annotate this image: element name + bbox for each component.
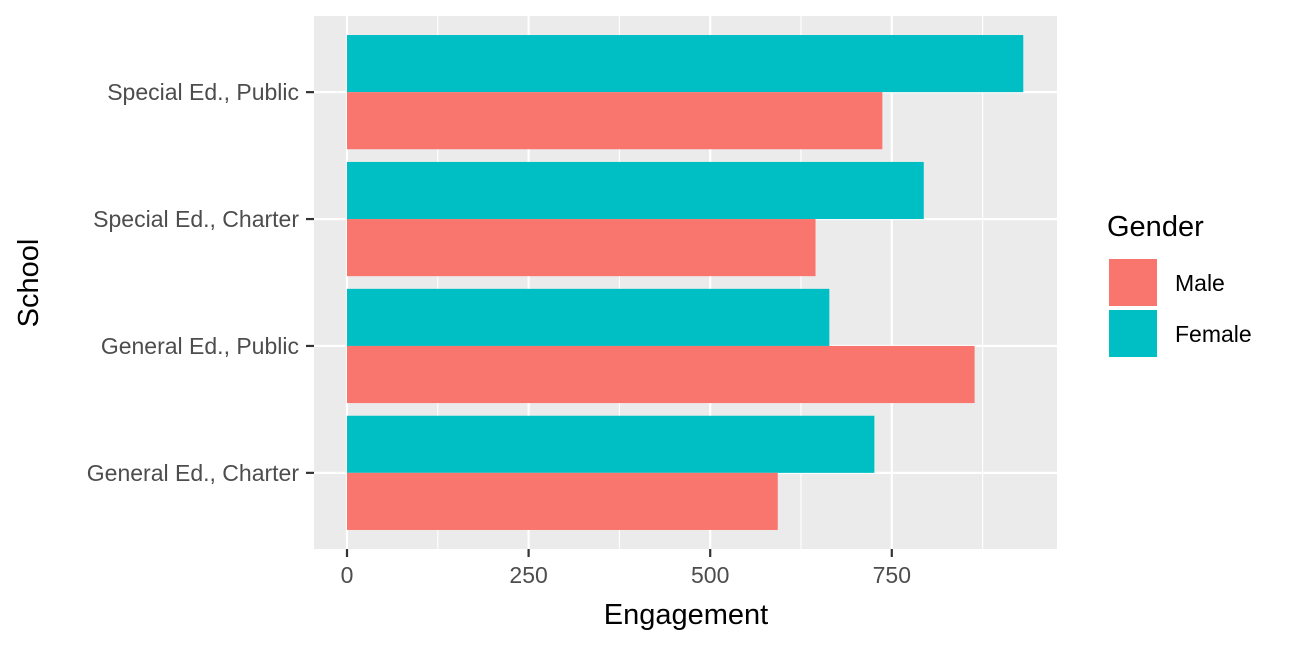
x-tick-label: 250 xyxy=(509,562,547,588)
bar-female xyxy=(347,161,924,220)
legend: Gender Male Female xyxy=(1107,211,1252,357)
y-axis-title: School xyxy=(13,239,45,328)
legend-label-female: Female xyxy=(1175,321,1252,347)
x-axis-title: Engagement xyxy=(604,599,768,631)
bar-male xyxy=(347,472,778,530)
bar-male xyxy=(347,345,975,404)
legend-title: Gender xyxy=(1107,211,1204,243)
x-tick-label: 500 xyxy=(691,562,729,588)
y-tick-label: General Ed., Public xyxy=(101,333,299,359)
x-axis: 0 250 500 750 xyxy=(341,549,911,588)
y-tick-label: General Ed., Charter xyxy=(87,460,300,486)
x-tick-label: 750 xyxy=(873,562,911,588)
legend-key-male xyxy=(1109,259,1157,306)
x-tick-label: 0 xyxy=(341,562,354,588)
bar-male xyxy=(347,92,883,150)
y-tick-label: Special Ed., Public xyxy=(107,79,299,105)
y-axis: General Ed., Charter General Ed., Public S… xyxy=(87,79,314,486)
y-tick-label: Special Ed., Charter xyxy=(93,206,299,232)
legend-label-male: Male xyxy=(1175,270,1225,296)
bar-female xyxy=(347,288,830,346)
bar-male xyxy=(347,219,816,277)
legend-key-female xyxy=(1109,310,1157,357)
bars xyxy=(347,35,1024,530)
bar-female xyxy=(347,415,875,473)
bar-female xyxy=(347,35,1024,93)
legend-items: Male Female xyxy=(1109,259,1252,357)
